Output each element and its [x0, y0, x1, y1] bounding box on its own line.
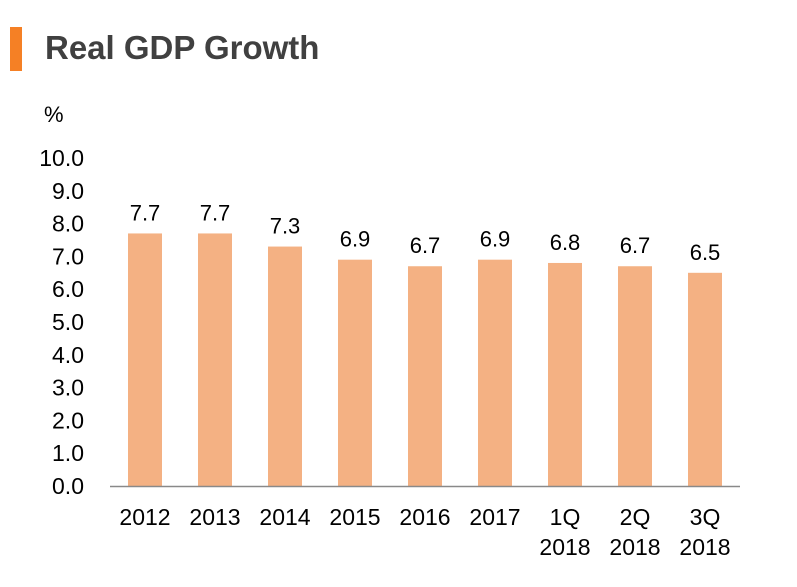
bar [338, 259, 372, 486]
bar-series [128, 233, 722, 486]
data-label: 6.9 [340, 227, 371, 252]
data-label: 6.8 [550, 230, 581, 255]
data-label: 6.7 [410, 233, 441, 258]
y-axis-label: % [44, 102, 64, 127]
bar [408, 266, 442, 486]
x-tick-label: 2013 [189, 504, 240, 530]
y-axis-ticks: 0.0 1.0 2.0 3.0 4.0 5.0 6.0 7.0 8.0 9.0 10.0 [39, 145, 84, 499]
bar [268, 246, 302, 486]
data-label: 7.7 [130, 200, 161, 225]
y-tick-label: 3.0 [52, 375, 84, 401]
y-tick-label: 9.0 [52, 178, 84, 204]
x-tick-label: 1Q 2018 [539, 504, 590, 560]
data-label: 7.3 [270, 214, 301, 239]
x-tick-label: 2017 [469, 504, 520, 530]
bar [548, 262, 582, 486]
x-tick-label: 2016 [399, 504, 450, 530]
data-label: 6.9 [480, 227, 511, 252]
data-label: 6.5 [690, 240, 721, 265]
bar [618, 266, 652, 486]
y-tick-label: 2.0 [52, 407, 84, 433]
y-tick-label: 1.0 [52, 440, 84, 466]
y-tick-label: 10.0 [39, 145, 84, 171]
bar [198, 233, 232, 486]
x-axis-ticks: 2012 2013 2014 2015 2016 2017 1Q 2018 2Q 2018 3Q 20… [119, 504, 730, 560]
y-tick-label: 7.0 [52, 243, 84, 269]
x-tick-label: 3Q 2018 [679, 504, 730, 560]
bar [478, 259, 512, 486]
chart-title: Real GDP Growth [45, 29, 320, 66]
x-tick-label: 2Q 2018 [609, 504, 660, 560]
data-label: 6.7 [620, 233, 651, 258]
y-tick-label: 8.0 [52, 211, 84, 237]
x-tick-label: 2012 [119, 504, 170, 530]
x-tick-label: 2015 [329, 504, 380, 530]
y-tick-label: 5.0 [52, 309, 84, 335]
data-label: 7.7 [200, 200, 231, 225]
x-tick-label: 2014 [259, 504, 310, 530]
y-tick-label: 6.0 [52, 276, 84, 302]
y-tick-label: 0.0 [52, 473, 84, 499]
bar [128, 233, 162, 486]
y-tick-label: 4.0 [52, 342, 84, 368]
bar [688, 272, 722, 486]
title-accent-bar [10, 27, 22, 71]
data-labels: 7.7 7.7 7.3 6.9 6.7 6.9 6.8 6.7 6.5 [130, 200, 721, 264]
